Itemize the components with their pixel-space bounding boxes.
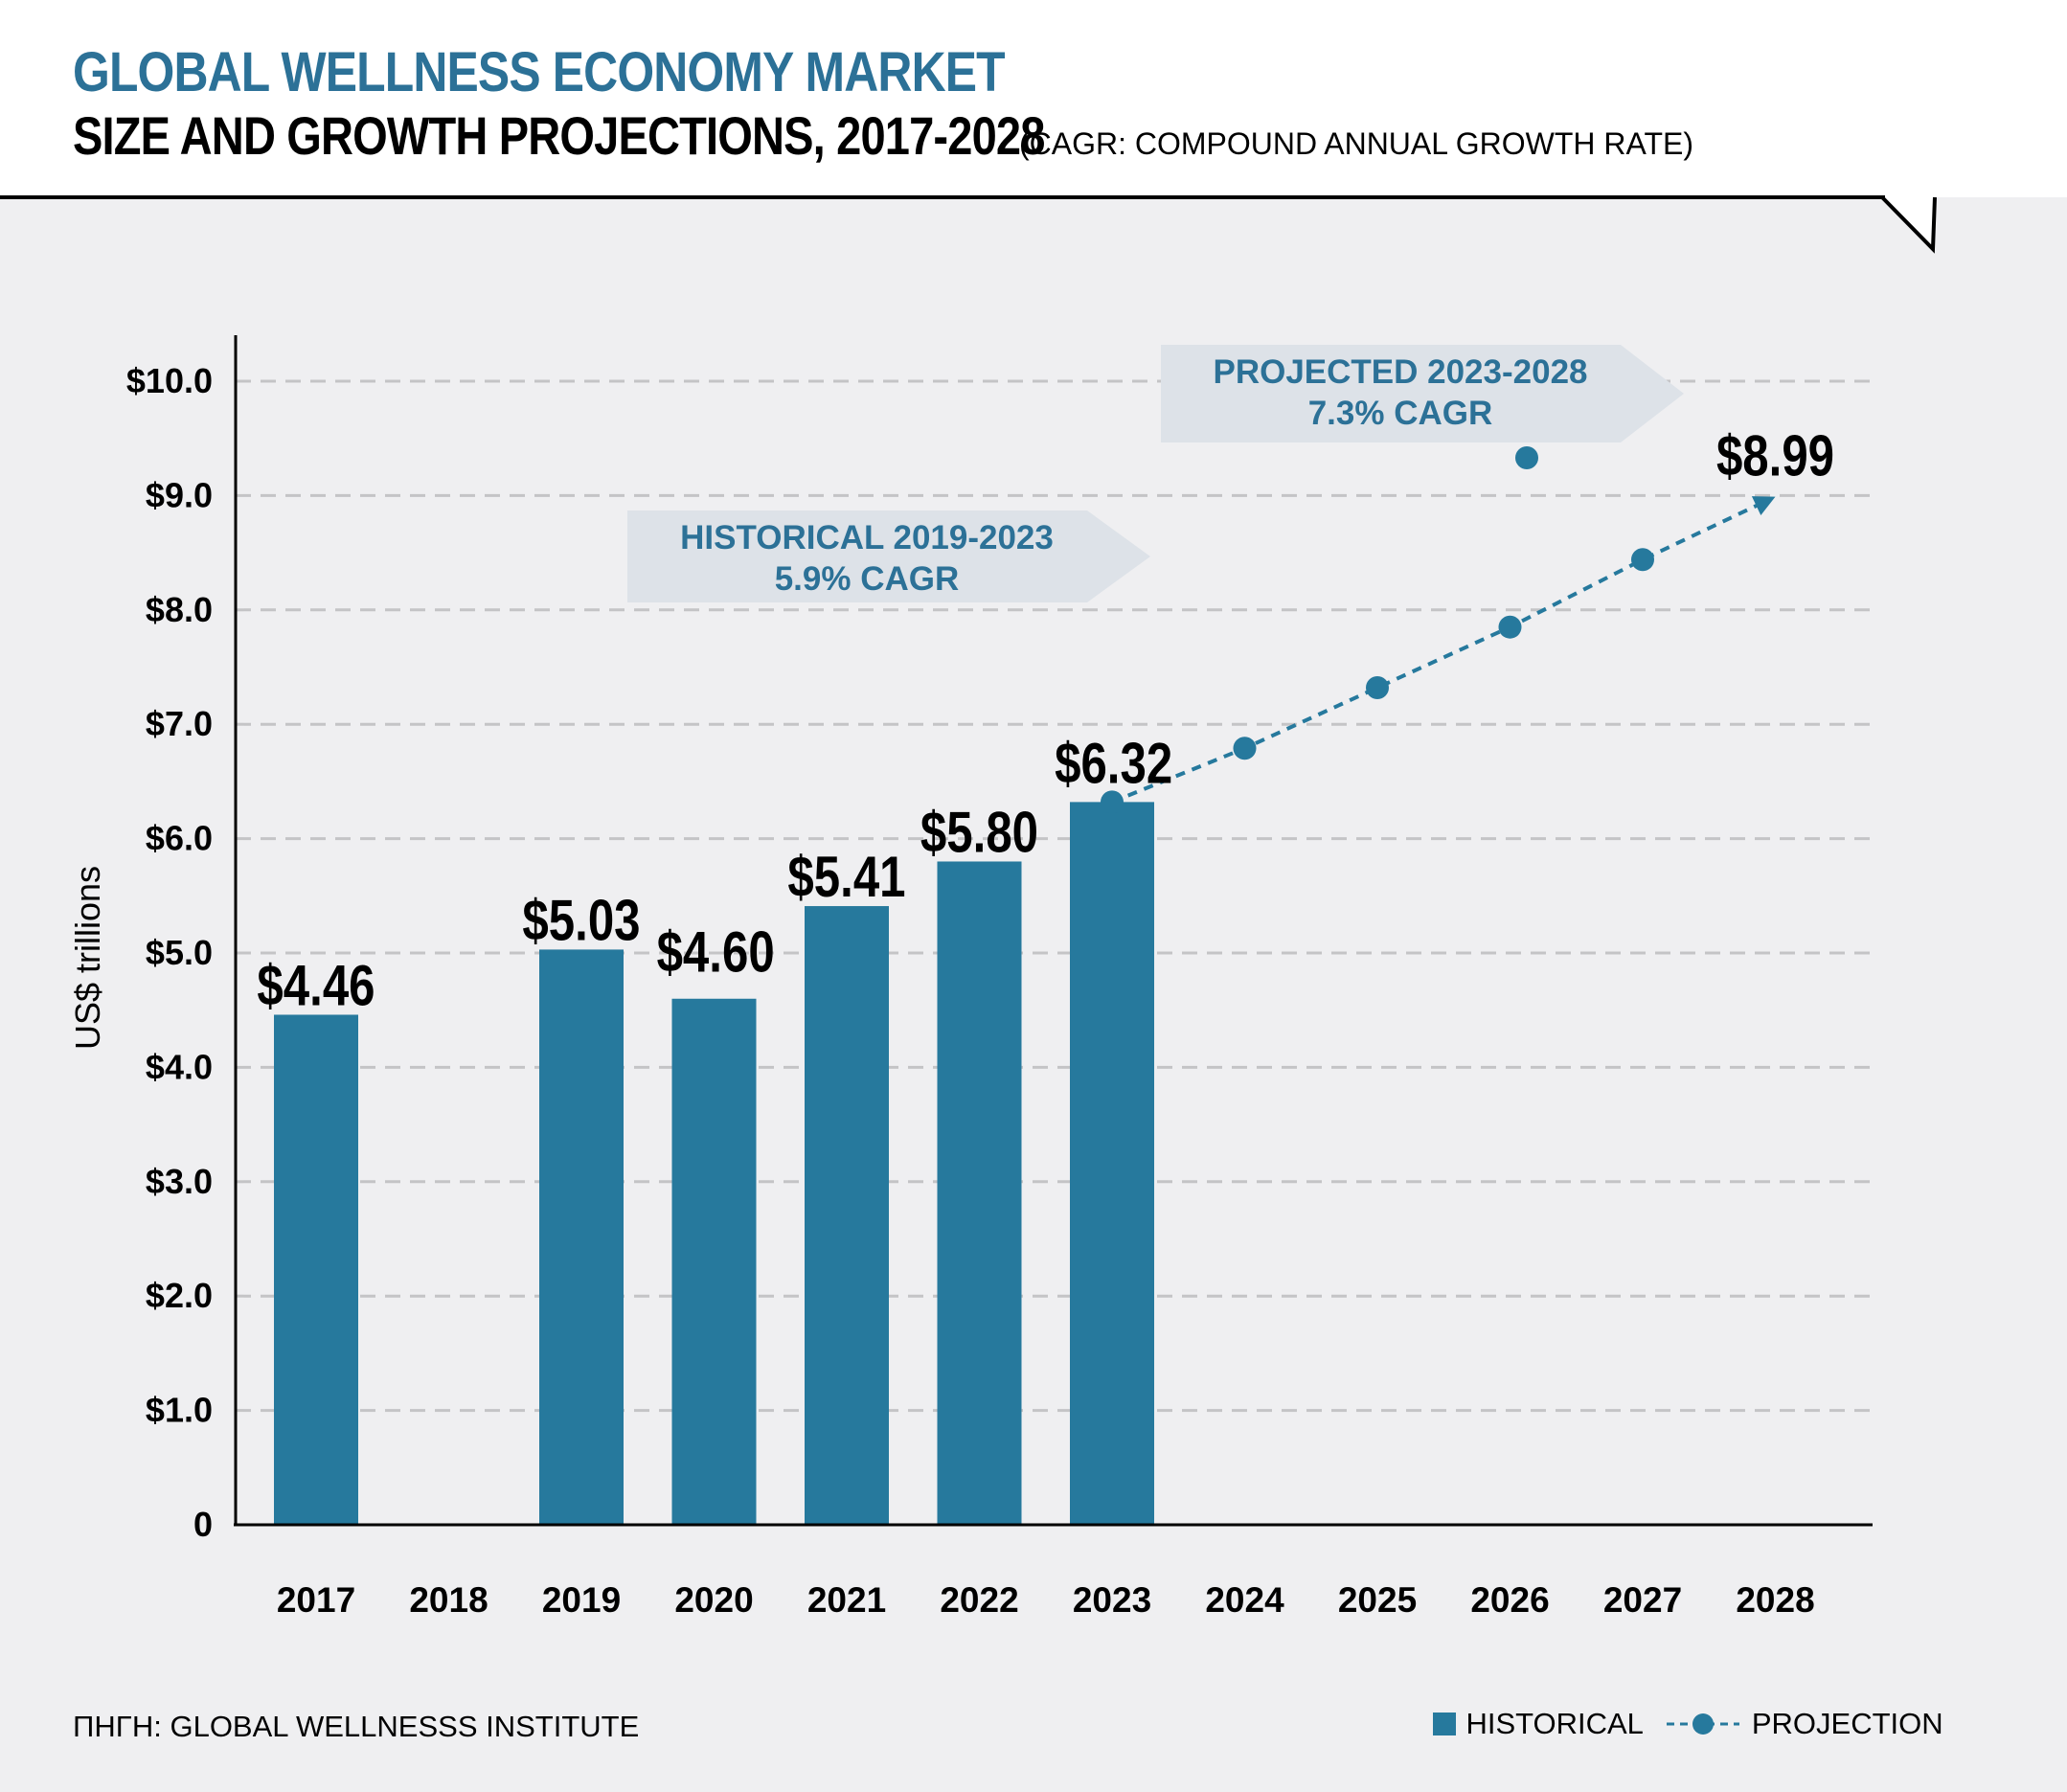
y-axis-label: US$ trillions xyxy=(68,866,107,1050)
legend-projection-marker xyxy=(1667,1713,1740,1735)
source-note: ΠΗΓΗ: GLOBAL WELLNESSS INSTITUTE xyxy=(73,1710,640,1743)
value-labels: $4.46 $5.03 $4.60$5.41$5.80 $6.32 $8.99 xyxy=(257,423,1834,1018)
bar-value-label: $6.32 xyxy=(1055,731,1172,796)
y-tick-labels: 0 $1.0 $2.0 $3.0 $4.0 $5.0 $6.0 $7.0 $8.0 $9.0 $10… xyxy=(126,361,213,1544)
cagr-callouts: HISTORICAL 2019-2023 5.9% CAGR PROJECTED 2… xyxy=(627,345,1684,602)
y-tick-label: $7.0 xyxy=(146,704,213,743)
header-rule xyxy=(0,195,1885,199)
x-tick-label: 2027 xyxy=(1603,1580,1682,1620)
x-tick-label: 2017 xyxy=(277,1580,355,1620)
bar xyxy=(805,906,889,1525)
x-tick-labels: 2017 2018 2019 2020 2021 2022 2023 2024 2025 2026… xyxy=(277,1580,1815,1620)
legend-historical-swatch xyxy=(1433,1713,1456,1735)
y-tick-label: $1.0 xyxy=(146,1391,213,1430)
callout-text: PROJECTED 2023-2028 xyxy=(1213,353,1587,391)
bar-value-label: $4.46 xyxy=(257,953,375,1018)
legend: HISTORICAL PROJECTION xyxy=(1433,1707,1943,1741)
x-tick-label: 2020 xyxy=(674,1580,753,1620)
cagr-callout: PROJECTED 2023-2028 7.3% CAGR xyxy=(1161,345,1684,442)
x-tick-label: 2021 xyxy=(807,1580,886,1620)
projection-point xyxy=(1498,615,1522,639)
y-tick-label: $5.0 xyxy=(146,933,213,972)
callout-text: 7.3% CAGR xyxy=(1308,395,1493,432)
bars xyxy=(274,802,1154,1525)
chart-header: GLOBAL WELLNESS ECONOMY MARKET SIZE AND … xyxy=(73,41,1693,167)
y-tick-label: $8.0 xyxy=(146,590,213,629)
projection-point xyxy=(1631,548,1654,572)
bar-value-label: $5.41 xyxy=(787,844,905,909)
cagr-note: (CAGR: COMPOUND ANNUAL GROWTH RATE) xyxy=(1019,126,1694,161)
y-tick-label: $10.0 xyxy=(126,361,213,400)
y-tick-label: $2.0 xyxy=(146,1276,213,1315)
bar xyxy=(937,861,1022,1525)
projection-point xyxy=(1366,675,1389,699)
bar xyxy=(671,998,757,1525)
chart-title: GLOBAL WELLNESS ECONOMY MARKET xyxy=(73,41,1006,103)
callout-shape xyxy=(1161,345,1684,442)
chart-subtitle: SIZE AND GROWTH PROJECTIONS, 2017-2028 xyxy=(73,105,1045,166)
legend-historical-label: HISTORICAL xyxy=(1465,1707,1644,1740)
x-tick-label: 2023 xyxy=(1073,1580,1151,1620)
callout-text: HISTORICAL 2019-2023 xyxy=(680,519,1054,556)
callout-shape xyxy=(627,510,1150,602)
bar xyxy=(1070,802,1154,1525)
y-tick-label: 0 xyxy=(193,1505,213,1544)
bar-value-label: $5.03 xyxy=(522,888,640,953)
x-tick-label: 2028 xyxy=(1736,1580,1814,1620)
x-tick-label: 2019 xyxy=(542,1580,621,1620)
projection-arrowhead xyxy=(1751,496,1776,515)
legend-projection-label: PROJECTION xyxy=(1751,1707,1943,1740)
cagr-callout: HISTORICAL 2019-2023 5.9% CAGR xyxy=(627,510,1150,602)
bar-value-label: $4.60 xyxy=(657,919,775,985)
y-tick-label: $9.0 xyxy=(146,475,213,514)
x-tick-label: 2018 xyxy=(409,1580,488,1620)
bar xyxy=(539,949,624,1525)
x-tick-label: 2025 xyxy=(1338,1580,1417,1620)
projection-point xyxy=(1515,446,1538,469)
projection-end-label: $8.99 xyxy=(1716,423,1834,488)
x-tick-label: 2024 xyxy=(1205,1580,1284,1620)
subtitle-row: SIZE AND GROWTH PROJECTIONS, 2017-2028 (… xyxy=(73,105,1693,167)
projection-line xyxy=(1101,446,1776,814)
x-tick-label: 2022 xyxy=(940,1580,1018,1620)
bar xyxy=(274,1014,358,1525)
projection-dashed-line xyxy=(1111,502,1761,805)
projection-point xyxy=(1101,790,1124,814)
projection-point xyxy=(1233,737,1257,760)
corner-notch xyxy=(1880,195,1937,254)
bar-value-label: $5.80 xyxy=(920,800,1038,865)
y-tick-label: $3.0 xyxy=(146,1162,213,1201)
y-tick-label: $6.0 xyxy=(146,819,213,858)
callout-text: 5.9% CAGR xyxy=(775,560,960,598)
x-tick-label: 2026 xyxy=(1470,1580,1549,1620)
y-tick-label: $4.0 xyxy=(146,1047,213,1086)
